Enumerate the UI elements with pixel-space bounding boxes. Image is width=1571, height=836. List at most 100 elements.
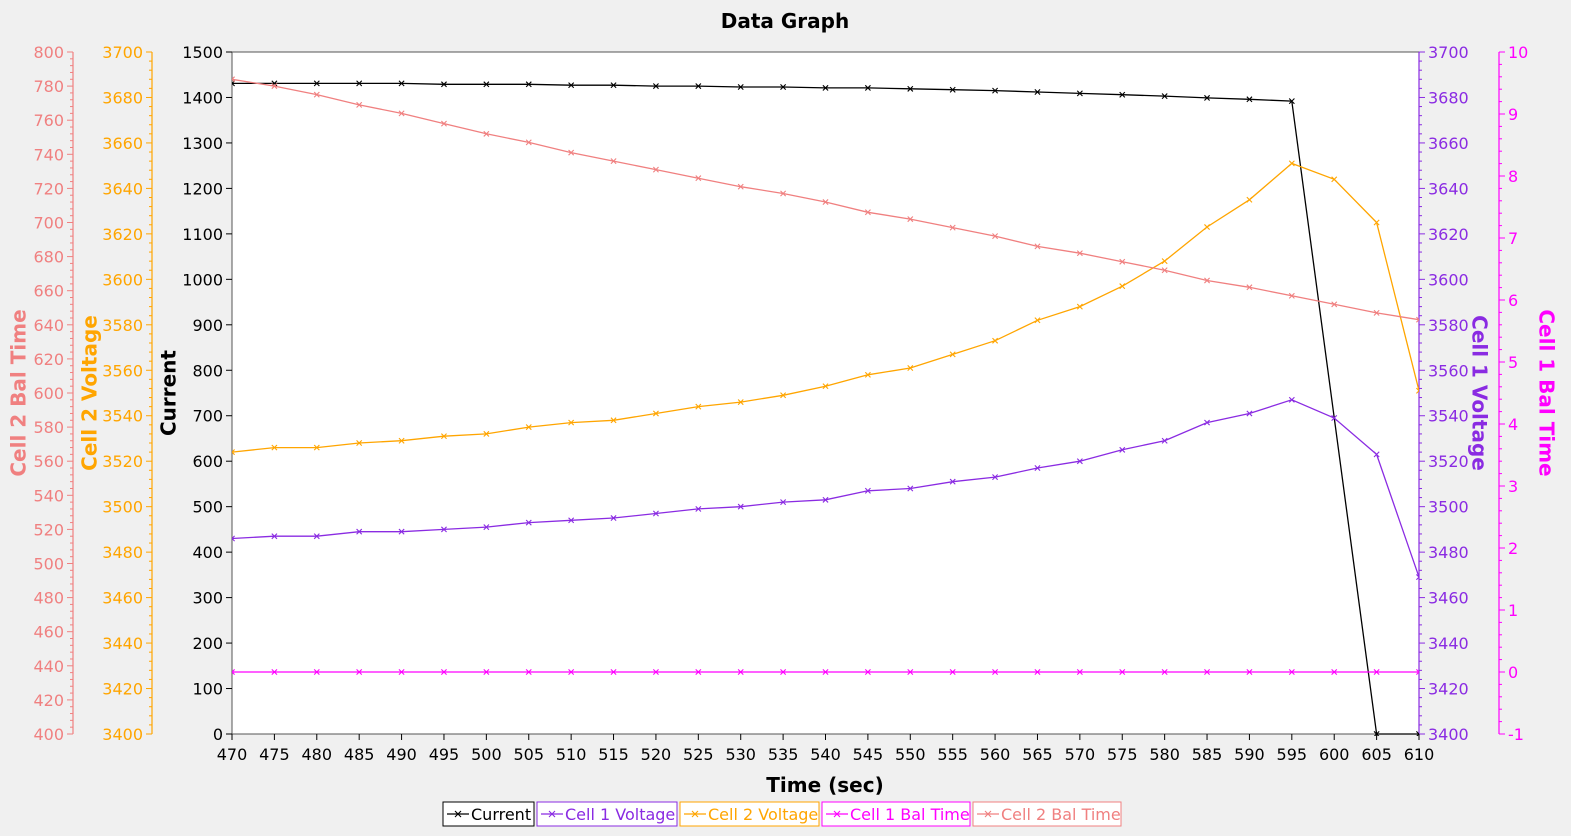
current-tick-label: 1300 bbox=[182, 134, 223, 153]
legend-item[interactable]: Cell 1 Voltage bbox=[536, 801, 678, 827]
data-point bbox=[1034, 317, 1041, 324]
c2b-tick-label: 800 bbox=[33, 43, 64, 62]
data-point bbox=[1034, 669, 1041, 675]
chart-title: Data Graph bbox=[721, 9, 849, 33]
c2b-tick-label: 500 bbox=[33, 555, 64, 574]
data-point bbox=[483, 524, 490, 531]
c1v-tick-label: 3420 bbox=[1428, 680, 1469, 699]
data-point bbox=[313, 669, 320, 675]
c2v-tick-label: 3640 bbox=[102, 179, 143, 198]
x-tick-label: 580 bbox=[1149, 745, 1180, 764]
c1b-tick-label: 6 bbox=[1508, 291, 1518, 310]
c1v-tick-label: 3620 bbox=[1428, 225, 1469, 244]
current-tick-label: 200 bbox=[192, 634, 223, 653]
current-tick-label: 100 bbox=[192, 680, 223, 699]
data-point bbox=[864, 487, 871, 494]
legend-item[interactable]: Cell 2 Bal Time bbox=[972, 801, 1122, 827]
data-point bbox=[610, 417, 617, 424]
c2b-tick-label: 760 bbox=[33, 111, 64, 130]
data-point bbox=[356, 528, 363, 535]
data-point bbox=[1034, 243, 1041, 250]
data-point bbox=[313, 91, 320, 98]
data-point bbox=[483, 430, 490, 437]
data-point bbox=[1161, 258, 1168, 265]
data-point bbox=[1119, 258, 1126, 265]
data-point bbox=[737, 503, 744, 510]
data-point bbox=[356, 80, 363, 87]
c1v-tick-label: 3480 bbox=[1428, 543, 1469, 562]
data-point bbox=[1161, 267, 1168, 274]
legend-item[interactable]: Cell 1 Bal Time bbox=[821, 801, 971, 827]
x-tick-label: 525 bbox=[683, 745, 714, 764]
legend-item[interactable]: Current bbox=[442, 801, 535, 827]
data-point bbox=[232, 449, 235, 456]
data-point bbox=[232, 669, 235, 675]
c2b-tick-label: 560 bbox=[33, 452, 64, 471]
c1b-tick-label: 10 bbox=[1508, 43, 1528, 62]
x-tick-label: 490 bbox=[386, 745, 417, 764]
series-cell-2-bal-time bbox=[232, 76, 1419, 323]
data-point bbox=[1373, 669, 1380, 675]
c2b-axis: 400 420 440 460 480 500 520 540 560 580 600 620 640 6… bbox=[7, 43, 74, 744]
data-point bbox=[992, 233, 999, 240]
data-point bbox=[440, 81, 447, 88]
data-point bbox=[822, 496, 829, 503]
data-point bbox=[483, 669, 490, 675]
x-axis: 470 475 480 485 490 495 500 505 510 515 520 525 530 5… bbox=[217, 734, 1434, 764]
data-point bbox=[1246, 284, 1253, 291]
data-point bbox=[1373, 309, 1380, 316]
current-axis: 0 100 200 300 400 500 600 700 800 900 1000 1100 1200… bbox=[157, 43, 232, 744]
data-point bbox=[1119, 669, 1126, 675]
data-point bbox=[398, 669, 405, 675]
c1v-axis-title: Cell 1 Voltage bbox=[1468, 315, 1492, 471]
data-point bbox=[525, 669, 532, 675]
legend: Current Cell 1 Voltage Cell 2 Voltage Cell … bbox=[442, 801, 1122, 827]
data-point bbox=[652, 669, 659, 675]
current-tick-label: 700 bbox=[192, 407, 223, 426]
c2v-tick-label: 3480 bbox=[102, 543, 143, 562]
data-point bbox=[398, 80, 405, 87]
data-point bbox=[610, 515, 617, 522]
data-point bbox=[1416, 669, 1419, 675]
series-line bbox=[232, 82, 1419, 735]
data-point bbox=[1076, 303, 1083, 310]
legend-label: Cell 2 Bal Time bbox=[1001, 805, 1121, 824]
legend-item[interactable]: Cell 2 Voltage bbox=[679, 801, 820, 827]
data-point bbox=[398, 528, 405, 535]
legend-marker bbox=[984, 810, 992, 818]
data-point bbox=[1204, 224, 1211, 231]
data-point bbox=[992, 474, 999, 481]
data-point bbox=[695, 403, 702, 410]
data-point bbox=[907, 216, 914, 223]
x-tick-label: 600 bbox=[1319, 745, 1350, 764]
data-point bbox=[822, 84, 829, 91]
c1b-tick-label: 0 bbox=[1508, 663, 1518, 682]
data-point bbox=[907, 85, 914, 92]
data-point bbox=[1161, 93, 1168, 100]
legend-marker bbox=[833, 810, 841, 818]
data-point bbox=[232, 535, 235, 542]
data-point bbox=[1076, 669, 1083, 675]
x-tick-label: 510 bbox=[556, 745, 587, 764]
legend-marker bbox=[691, 810, 699, 818]
c2b-tick-label: 540 bbox=[33, 486, 64, 505]
c2v-tick-label: 3520 bbox=[102, 452, 143, 471]
data-point bbox=[271, 83, 278, 90]
legend-label: Cell 2 Voltage bbox=[708, 805, 818, 824]
data-point bbox=[864, 209, 871, 216]
data-point bbox=[568, 517, 575, 524]
c2b-tick-label: 480 bbox=[33, 589, 64, 608]
c1b-tick-label: 4 bbox=[1508, 415, 1518, 434]
data-point bbox=[440, 526, 447, 533]
data-point bbox=[652, 510, 659, 517]
x-tick-label: 540 bbox=[810, 745, 841, 764]
c1v-tick-label: 3700 bbox=[1428, 43, 1469, 62]
c2b-tick-label: 680 bbox=[33, 248, 64, 267]
x-tick-label: 595 bbox=[1277, 745, 1308, 764]
data-point bbox=[737, 669, 744, 675]
data-point bbox=[356, 440, 363, 447]
c1b-tick-label: -1 bbox=[1508, 725, 1524, 744]
data-point bbox=[1373, 451, 1380, 458]
data-point bbox=[1246, 410, 1253, 417]
